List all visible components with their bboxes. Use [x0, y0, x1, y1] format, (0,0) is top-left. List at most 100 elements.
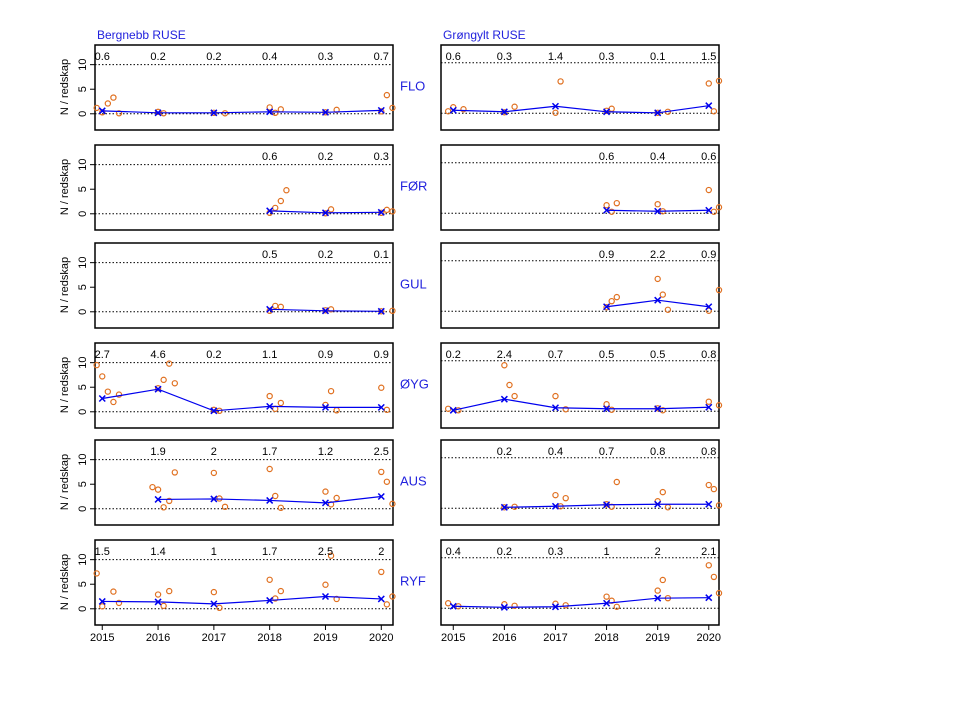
panel-frame	[94, 342, 394, 429]
mean-label: 0.9	[318, 349, 333, 361]
mean-label: 0.6	[262, 151, 277, 163]
observation	[608, 297, 615, 305]
observation	[603, 202, 610, 209]
mean-label: 2.4	[497, 349, 512, 361]
panel: FØR 0 5 10 N / redskap 0.6 0.2 0.3	[59, 144, 427, 231]
mean-marker	[210, 600, 218, 608]
panel: 0.2 0.4 0.7 0.8 0.8	[440, 439, 723, 526]
mean-label: 1.5	[701, 51, 716, 63]
observation	[115, 110, 123, 117]
mean-label: 2.5	[318, 546, 333, 558]
mean-marker	[449, 406, 457, 414]
mean-marker	[266, 207, 274, 215]
mean-label: 2	[211, 446, 217, 458]
mean-label: 4.6	[150, 349, 165, 361]
observation	[659, 576, 666, 584]
observation	[272, 204, 279, 212]
observation	[664, 306, 672, 313]
mean-label: 0.4	[262, 51, 277, 63]
observation	[383, 601, 391, 608]
mean-marker	[210, 109, 218, 117]
observation	[710, 485, 718, 493]
mean-marker	[705, 403, 713, 411]
mean-label: 0.4	[446, 546, 461, 558]
observation	[444, 600, 452, 607]
mean-label: 0.4	[548, 446, 563, 458]
observation	[715, 402, 723, 409]
mean-marker	[321, 403, 330, 411]
mean-marker	[321, 499, 330, 507]
observation	[705, 186, 712, 194]
observation	[327, 206, 335, 213]
mean-marker	[500, 108, 508, 116]
mean-marker	[603, 405, 611, 413]
row-label: GUL	[400, 276, 427, 291]
observation	[216, 604, 223, 612]
mean-marker	[321, 209, 330, 217]
observation	[277, 587, 285, 595]
observation	[154, 486, 162, 493]
observation	[149, 483, 156, 491]
observation	[705, 481, 712, 489]
mean-label: 0.9	[599, 249, 614, 261]
observation	[327, 306, 335, 313]
observation	[322, 581, 329, 588]
observation	[110, 588, 117, 595]
observation	[608, 406, 615, 413]
observation	[210, 469, 218, 477]
observation	[154, 385, 162, 392]
observation	[166, 587, 173, 595]
mean-label: 1.1	[262, 349, 277, 361]
observation	[715, 77, 723, 85]
panel-frame	[440, 44, 720, 131]
mean-marker	[210, 495, 218, 503]
mean-label: 0.8	[701, 446, 716, 458]
observation	[613, 478, 620, 486]
x-tick-label: 2015	[90, 632, 114, 644]
y-tick-label: 0	[77, 309, 89, 315]
mean-marker	[654, 207, 662, 215]
mean-label: 2.1	[701, 546, 716, 558]
mean-label: 1	[604, 546, 610, 558]
mean-label: 0.2	[497, 446, 512, 458]
mean-label: 0.2	[318, 249, 333, 261]
mean-label: 0.3	[599, 51, 614, 63]
mean-marker	[154, 495, 162, 503]
y-axis-label: N / redskap	[59, 357, 71, 413]
observation	[664, 504, 672, 511]
mean-label: 0.7	[599, 446, 614, 458]
mean-marker	[210, 407, 218, 415]
mean-marker	[377, 307, 385, 315]
observation	[603, 401, 610, 408]
mean-marker	[377, 403, 385, 411]
mean-marker	[551, 102, 560, 110]
mean-label: 0.3	[318, 51, 333, 63]
mean-label: 0.1	[374, 249, 389, 261]
panel: 0.2 2.4 0.7 0.5 0.5 0.8	[440, 342, 723, 429]
x-tick-label: 2015	[441, 632, 465, 644]
observation	[603, 304, 610, 311]
mean-marker	[266, 305, 274, 313]
mean-label: 0.1	[650, 51, 665, 63]
row-label: FLO	[400, 78, 425, 93]
observation	[613, 603, 620, 610]
y-tick-label: 0	[77, 111, 89, 117]
observation	[383, 478, 391, 485]
observation	[277, 504, 285, 512]
observation	[277, 106, 285, 113]
y-axis-label: N / redskap	[59, 554, 71, 610]
observation	[715, 286, 723, 294]
observation	[562, 406, 569, 413]
observation	[210, 588, 218, 596]
observation	[608, 105, 615, 112]
mean-line	[102, 388, 382, 412]
observation	[389, 500, 396, 508]
mean-label: 1.2	[318, 446, 333, 458]
mean-line	[453, 105, 709, 114]
panel-frame	[440, 342, 720, 429]
row-label: RYF	[400, 573, 426, 588]
mean-marker	[377, 208, 385, 216]
observation	[715, 502, 723, 509]
panel-frame	[440, 242, 720, 329]
observation	[501, 362, 508, 369]
